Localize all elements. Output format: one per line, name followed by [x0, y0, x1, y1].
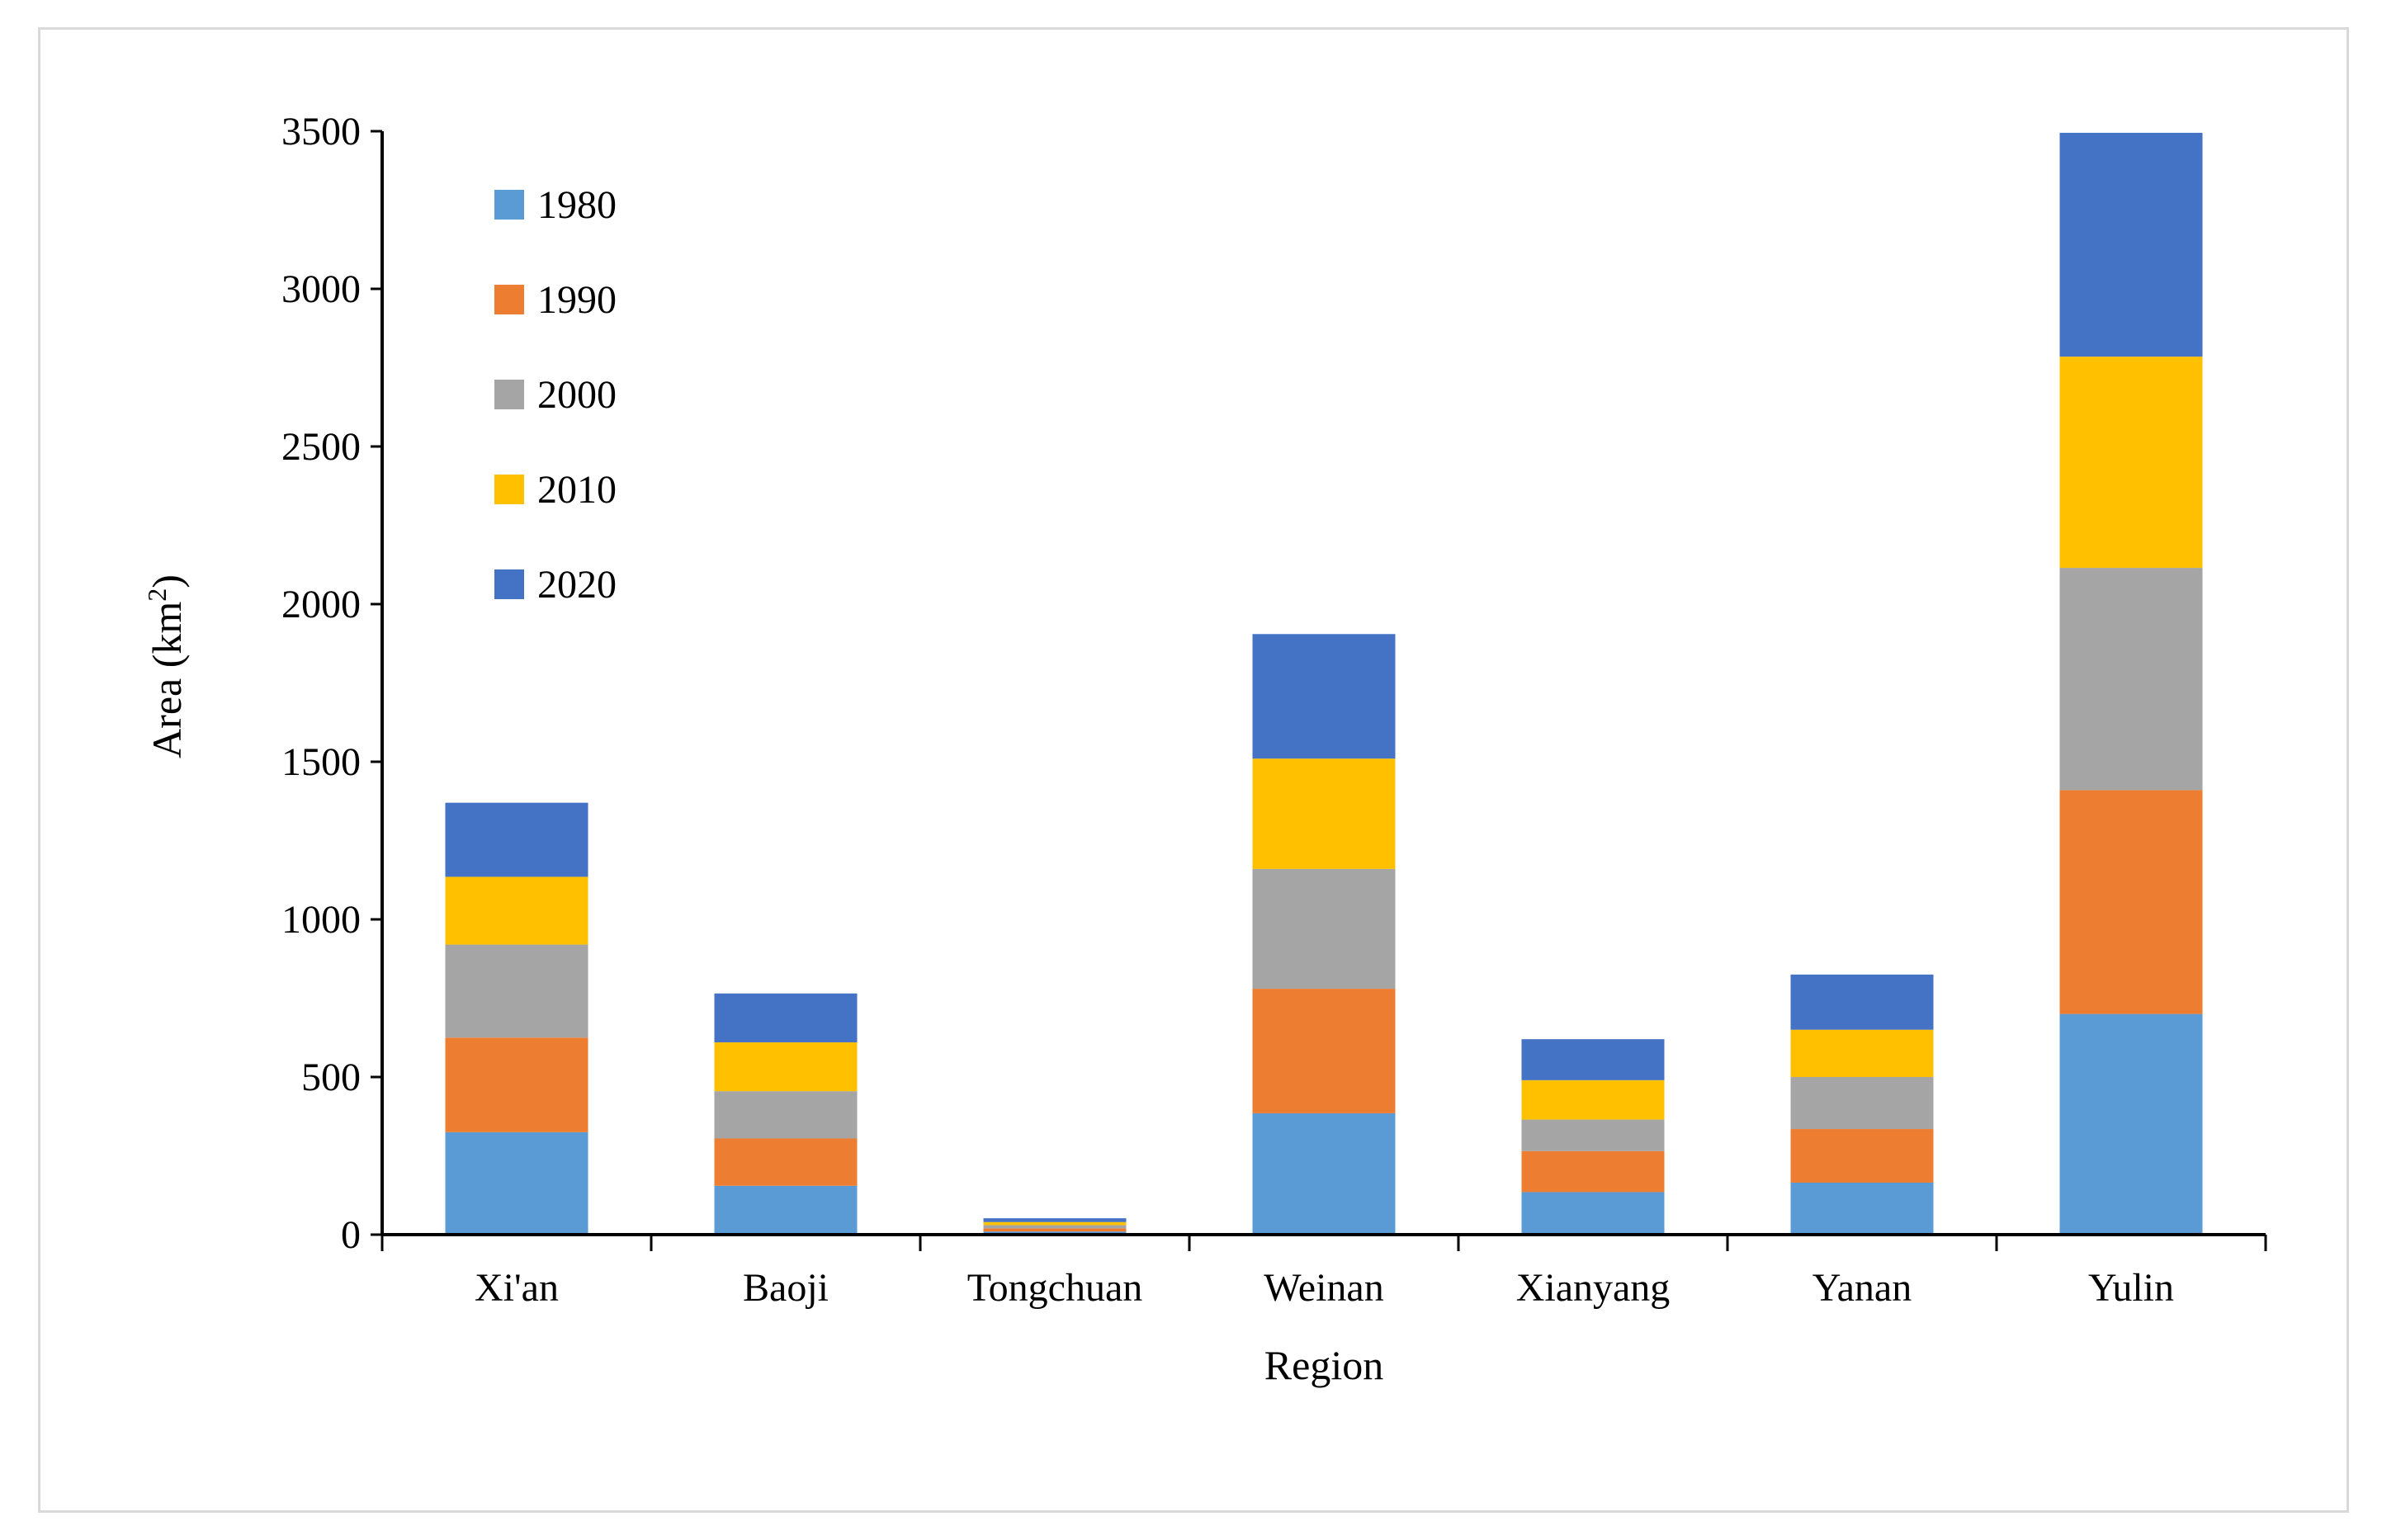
legend-swatch-1990: [494, 285, 524, 314]
x-axis-ticks: Xi'an Baoji Tongchuan Weinan Xianyang Yanan Yu…: [380, 1235, 2267, 1310]
bar-segment-2000: [1252, 868, 1396, 990]
stacked-bar-chart: 0 500 1000 1500 2000 2500 3000 3500 Xi'an Baoji T…: [142, 110, 2267, 1388]
bar-segment-2000: [983, 1225, 1127, 1229]
bar-segment-1980: [1252, 1112, 1396, 1235]
x-tick-label: Weinan: [1264, 1266, 1383, 1310]
y-tick-label: 2000: [281, 583, 361, 626]
bar-segment-1980: [2059, 1013, 2203, 1235]
bar-segment-1980: [714, 1185, 858, 1235]
legend-label-1990: 1990: [537, 278, 617, 322]
y-tick-label: 3000: [281, 267, 361, 311]
bar-segment-2020: [714, 993, 858, 1042]
bar-segment-1990: [1790, 1129, 1934, 1183]
x-tick-label: Tongchuan: [967, 1266, 1143, 1310]
bar-segment-2010: [445, 876, 588, 945]
legend-swatch-2000: [494, 380, 524, 409]
legend-label-2010: 2010: [537, 468, 617, 512]
y-tick-label: 0: [341, 1213, 361, 1257]
bar-segment-2010: [714, 1042, 858, 1092]
bars: [445, 132, 2203, 1235]
legend-label-2000: 2000: [537, 373, 617, 417]
bar-segment-1980: [1521, 1192, 1665, 1235]
bar-segment-2020: [1790, 974, 1934, 1030]
bar-segment-2020: [445, 802, 588, 877]
bar-segment-2020: [983, 1218, 1127, 1222]
bar-segment-1990: [714, 1138, 858, 1186]
bar-segment-2020: [2059, 132, 2203, 357]
y-axis-title-close: ): [144, 574, 190, 588]
x-tick-label: Xi'an: [475, 1266, 559, 1310]
legend-swatch-2010: [494, 475, 524, 504]
x-tick-label: Yulin: [2088, 1266, 2174, 1310]
bar-segment-1980: [1790, 1182, 1934, 1235]
bar-segment-2010: [1252, 758, 1396, 869]
bar-segment-2020: [1521, 1039, 1665, 1080]
chart-frame: 0 500 1000 1500 2000 2500 3000 3500 Xi'an Baoji T…: [38, 27, 2349, 1513]
y-tick-label: 1000: [281, 898, 361, 942]
legend-label-2020: 2020: [537, 563, 617, 607]
legend-swatch-2020: [494, 569, 524, 599]
bar-segment-2000: [1790, 1077, 1934, 1130]
y-tick-label: 1500: [281, 740, 361, 784]
x-tick-label: Baoji: [743, 1266, 829, 1310]
bar-segment-1980: [445, 1131, 588, 1235]
bar-segment-2000: [445, 944, 588, 1038]
bar-segment-2010: [983, 1221, 1127, 1226]
bar-segment-1990: [983, 1228, 1127, 1232]
bar-segment-2000: [2059, 568, 2203, 791]
bar-segment-1990: [445, 1037, 588, 1132]
y-tick-label: 3500: [281, 110, 361, 154]
bar-segment-2000: [714, 1091, 858, 1139]
y-tick-label: 2500: [281, 425, 361, 469]
y-axis-title-superscript: 2: [142, 588, 172, 602]
bar-segment-2010: [1521, 1079, 1665, 1120]
bar-segment-2010: [1790, 1029, 1934, 1077]
bar-segment-1990: [1521, 1150, 1665, 1193]
y-axis-title-main: Area (km: [144, 602, 190, 758]
x-tick-label: Yanan: [1812, 1266, 1912, 1310]
y-axis-title: Area (km2): [142, 574, 190, 758]
bar-segment-2020: [1252, 634, 1396, 759]
bar-segment-1990: [1252, 989, 1396, 1113]
y-tick-label: 500: [301, 1056, 361, 1099]
legend-label-1980: 1980: [537, 183, 617, 227]
bar-segment-2000: [1521, 1119, 1665, 1151]
y-axis-ticks: 0 500 1000 1500 2000 2500 3000 3500: [281, 110, 382, 1257]
legend-swatch-1980: [494, 190, 524, 220]
bar-segment-1990: [2059, 790, 2203, 1014]
legend: 1980 1990 2000 2010 2020: [494, 183, 617, 607]
x-tick-label: Xianyang: [1516, 1266, 1671, 1310]
x-axis-title: Region: [1264, 1342, 1383, 1388]
bar-segment-2010: [2059, 357, 2203, 569]
